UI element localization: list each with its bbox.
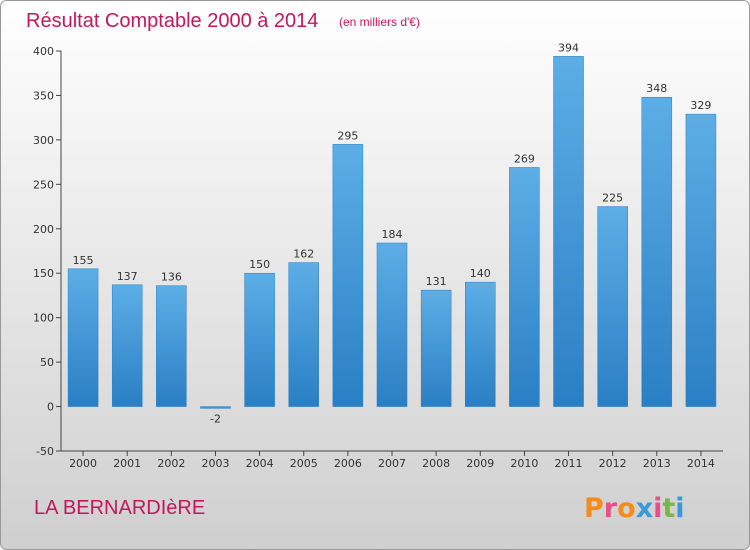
bar-2007 (376, 242, 408, 407)
x-tick-label: 2007 (378, 457, 406, 470)
y-tick-label: 150 (33, 267, 54, 280)
bar-2011 (553, 56, 584, 407)
bar-value-label: 150 (249, 258, 270, 271)
bar-2005 (288, 262, 319, 407)
bars-group (67, 56, 717, 409)
x-tick-label: 2010 (510, 457, 538, 470)
x-axis-ticks: 2000 2001 2002 2003 2004 2005 2006 2007 2008 2009… (69, 451, 715, 470)
bar-2001 (111, 284, 143, 407)
bar-value-label: 162 (293, 248, 314, 261)
x-tick-label: 2013 (643, 457, 671, 470)
bar-2014 (685, 113, 717, 407)
bar-2009 (465, 281, 496, 407)
y-tick-label: 0 (47, 401, 54, 414)
y-tick-label: 250 (33, 178, 54, 191)
x-tick-label: 2008 (422, 457, 450, 470)
bar-value-label: 348 (646, 82, 667, 95)
y-tick-label: 50 (40, 356, 54, 369)
bar-value-label: 225 (602, 192, 623, 205)
bar-value-label: 140 (470, 267, 491, 280)
bar-2002 (156, 285, 187, 407)
commune-name: LA BERNARDIèRE (34, 497, 205, 519)
bar-2013 (641, 96, 673, 407)
bar-value-label: 131 (426, 275, 447, 288)
bar-2003 (200, 406, 231, 409)
bar-value-label: -2 (210, 412, 221, 425)
bar-value-label: 295 (337, 129, 358, 142)
bar-value-label: 184 (382, 228, 403, 241)
x-tick-label: 2006 (334, 457, 362, 470)
x-tick-label: 2009 (466, 457, 494, 470)
x-tick-label: 2011 (555, 457, 583, 470)
y-tick-label: 100 (33, 312, 54, 325)
y-tick-label: 300 (33, 134, 54, 147)
y-axis-ticks: -50 0 50 100 150 200 250 300 350 400 (33, 45, 61, 458)
bar-value-label: 136 (161, 271, 182, 284)
bar-value-label: 329 (690, 99, 711, 112)
x-tick-label: 2005 (290, 457, 318, 470)
bar-2010 (509, 167, 540, 407)
bar-2000 (67, 268, 99, 407)
chart-subtitle: (en milliers d'€) (339, 15, 420, 29)
bar-value-label: 269 (514, 152, 535, 165)
y-tick-label: 350 (33, 89, 54, 102)
bar-value-label: 394 (558, 41, 579, 54)
x-tick-label: 2012 (599, 457, 627, 470)
bar-2006 (332, 144, 364, 407)
chart-title: Résultat Comptable 2000 à 2014 (26, 10, 318, 32)
bar-value-label: 137 (117, 270, 138, 283)
bar-labels-group: 155 137 136 -2 150 162 295 184 131 140 269 394 225 34… (73, 41, 712, 425)
proxiti-logo: Proxiti (584, 493, 685, 524)
y-tick-label: 200 (33, 223, 54, 236)
y-tick-label: -50 (36, 445, 54, 458)
x-tick-label: 2002 (157, 457, 185, 470)
bar-2008 (420, 289, 452, 407)
x-tick-label: 2004 (246, 457, 274, 470)
bar-2012 (597, 206, 628, 407)
bar-value-label: 155 (73, 254, 94, 267)
y-tick-label: 400 (33, 45, 54, 58)
x-tick-label: 2003 (201, 457, 229, 470)
x-tick-label: 2001 (113, 457, 141, 470)
bar-2004 (244, 272, 275, 407)
x-tick-label: 2014 (687, 457, 715, 470)
x-tick-label: 2000 (69, 457, 97, 470)
